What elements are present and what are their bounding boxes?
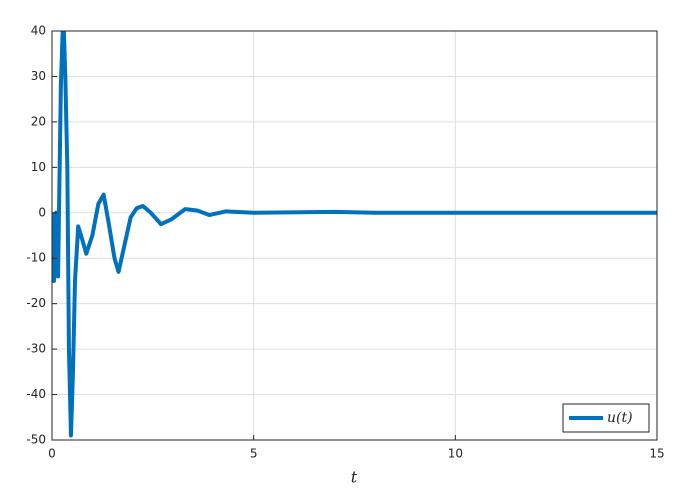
y-tick-label: -10 xyxy=(26,251,46,265)
plot-area xyxy=(52,31,657,440)
plot-frame xyxy=(51,30,658,441)
x-tick-label: 5 xyxy=(250,447,258,461)
y-tick-label: -20 xyxy=(26,296,46,310)
lines xyxy=(52,31,657,438)
data-line xyxy=(52,31,657,438)
x-tick-label: 15 xyxy=(649,447,664,461)
y-tick-label: 40 xyxy=(31,24,46,38)
y-tick-label: -50 xyxy=(26,433,46,447)
x-tick-label: 0 xyxy=(48,447,56,461)
y-tick-label: 10 xyxy=(31,160,46,174)
y-tick-label: -30 xyxy=(26,342,46,356)
x-axis-label: t xyxy=(351,468,358,487)
y-tick-label: -40 xyxy=(26,387,46,401)
y-tick-label: 20 xyxy=(31,114,46,128)
legend-label: u(t) xyxy=(607,410,633,426)
y-tick-label: 30 xyxy=(31,69,46,83)
y-tick-label: 0 xyxy=(38,205,46,219)
x-tick-label: 10 xyxy=(448,447,463,461)
